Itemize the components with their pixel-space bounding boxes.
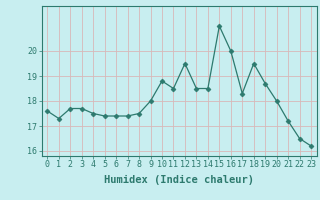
X-axis label: Humidex (Indice chaleur): Humidex (Indice chaleur) [104, 175, 254, 185]
